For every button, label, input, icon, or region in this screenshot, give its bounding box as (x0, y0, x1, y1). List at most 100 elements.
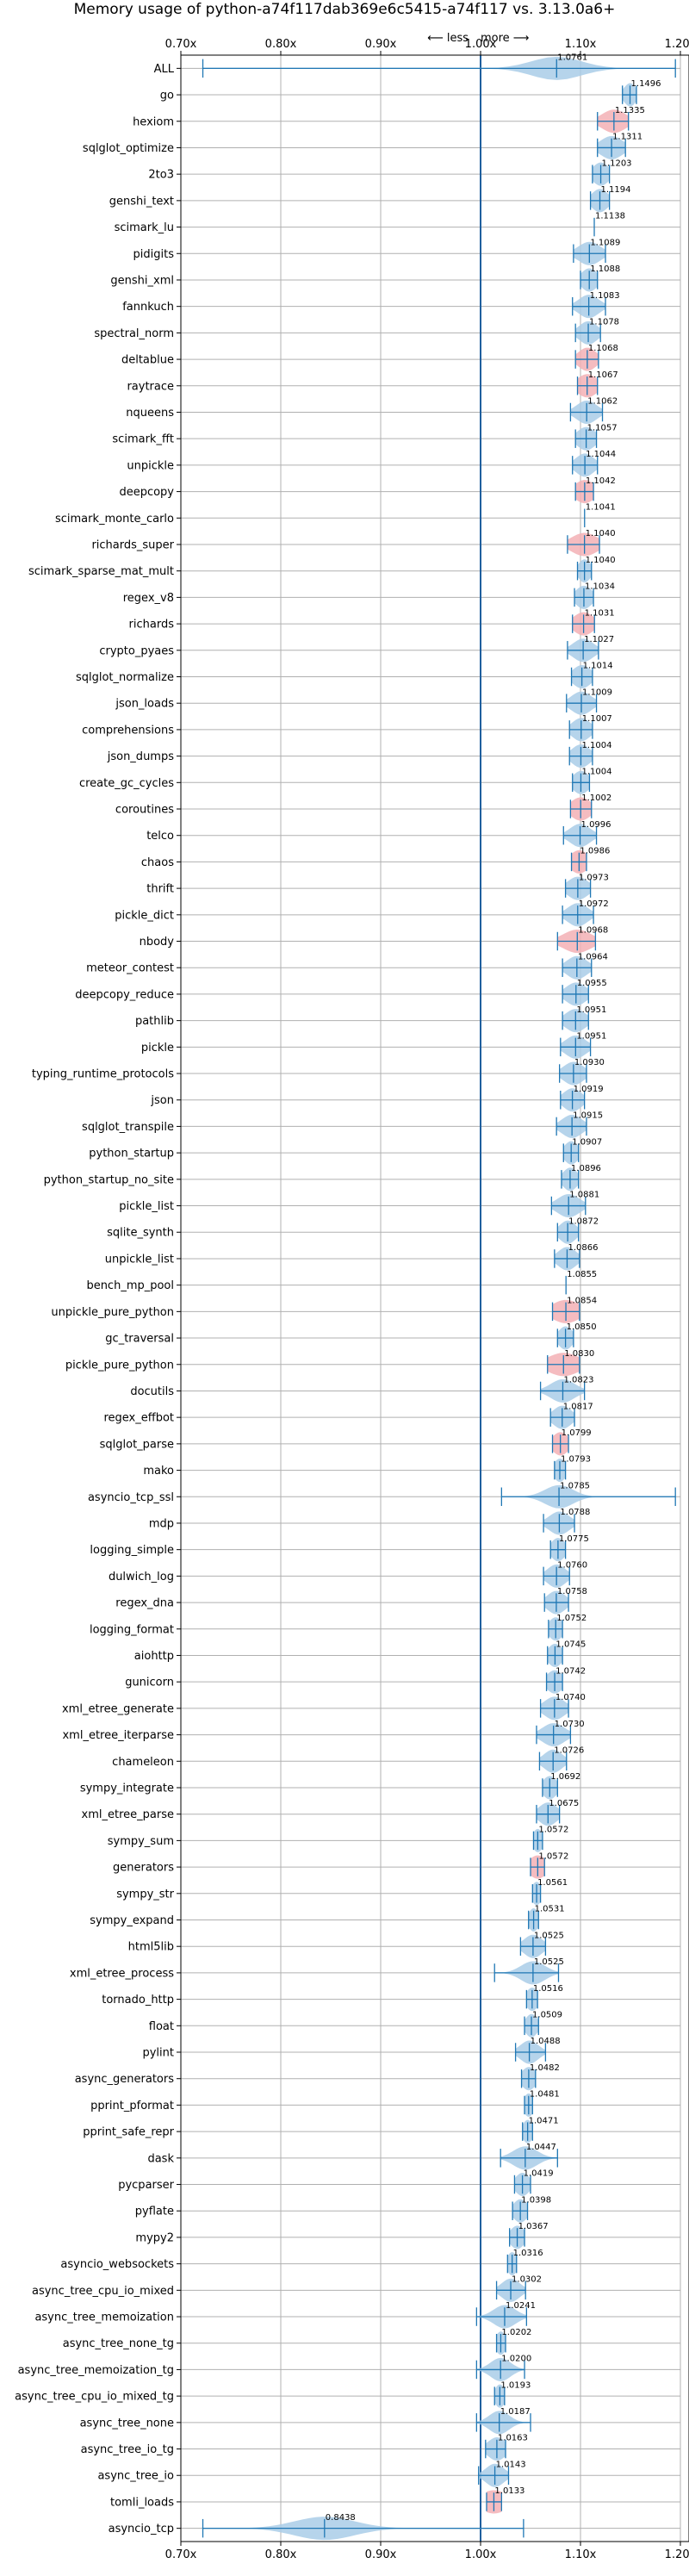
data-label: 1.0398 (521, 2195, 551, 2205)
violin-crypto_pyaes: 1.1027 (567, 635, 614, 663)
violin-sympy_str: 1.0561 (531, 1878, 568, 1906)
y-tick-label: meteor_contest (86, 962, 174, 975)
data-label: 1.0525 (534, 1957, 564, 1967)
data-label: 1.0986 (580, 847, 610, 856)
y-tick-label: 2to3 (148, 169, 174, 182)
y-tick-label: hexiom (133, 115, 174, 128)
x-tick-label-bottom: 1.00x (465, 2548, 497, 2561)
y-tick-label: generators (113, 1862, 174, 1875)
y-tick-label: pickle_pure_python (65, 1359, 174, 1372)
y-tick-label: aiohttp (134, 1650, 174, 1663)
data-label: 1.0241 (506, 2301, 536, 2311)
violin-coroutines: 1.1002 (569, 793, 611, 821)
violin-create_gc_cycles: 1.1004 (572, 767, 611, 794)
data-label: 1.0881 (569, 1191, 599, 1200)
data-label: 1.1194 (601, 185, 631, 195)
data-label: 1.1007 (582, 714, 612, 724)
violin-regex_effbot: 1.0817 (549, 1402, 593, 1429)
y-tick-label: async_tree_none_tg (63, 2337, 174, 2350)
data-label: 1.0525 (534, 1931, 564, 1940)
y-tick-label: chameleon (112, 1756, 174, 1769)
data-label: 1.0419 (524, 2169, 554, 2179)
y-tick-label: coroutines (115, 804, 174, 817)
y-tick-label: pycparser (118, 2179, 174, 2192)
x-tick-label-top: 1.10x (565, 38, 597, 51)
data-label: 1.1041 (586, 502, 616, 512)
data-label: 1.1203 (602, 159, 632, 168)
y-tick-label: tornado_http (102, 1994, 174, 2007)
y-tick-label: ALL (154, 63, 175, 76)
y-tick-label: sympy_sum (108, 1835, 174, 1848)
violin-comprehensions: 1.1007 (568, 714, 612, 742)
y-tick-label: pathlib (135, 1015, 174, 1028)
violin-sympy_sum: 1.0572 (532, 1826, 568, 1852)
y-tick-label: tomli_loads (110, 2496, 174, 2509)
violin-pickle_dict: 1.0972 (562, 899, 609, 927)
y-tick-label: async_tree_none (80, 2417, 174, 2430)
violin-scimark_lu: 1.1138 (593, 212, 625, 237)
data-label: 1.1078 (589, 318, 619, 327)
y-tick-label: sqlglot_transpile (82, 1121, 174, 1134)
data-label: 1.0531 (535, 1905, 565, 1914)
data-label: 1.1062 (587, 397, 618, 407)
data-label: 1.1044 (586, 450, 616, 459)
violin-sqlglot_optimize: 1.1311 (597, 133, 642, 159)
x-tick-label-top: 1.00x (465, 38, 497, 51)
x-tick-label-top: 1.20x (665, 38, 689, 51)
data-label: 1.0316 (513, 2249, 543, 2258)
y-tick-label: richards_super (91, 538, 174, 551)
y-tick-label: async_tree_io (97, 2470, 174, 2483)
violin-async_tree_io: 1.0143 (478, 2460, 526, 2487)
y-tick-label: async_tree_cpu_io_mixed_tg (15, 2391, 174, 2404)
data-label: 1.0447 (526, 2143, 556, 2152)
y-tick-label: go (160, 90, 174, 103)
violin-async_tree_io_tg: 1.0163 (485, 2434, 528, 2461)
data-label: 1.0823 (563, 1376, 593, 1385)
violin-pyflate: 1.0398 (512, 2195, 551, 2223)
violin-hexiom: 1.1335 (597, 106, 645, 134)
violin-regex_dna: 1.0758 (543, 1587, 587, 1615)
y-tick-label: unpickle (127, 459, 174, 472)
data-label: 1.1083 (590, 291, 620, 301)
y-tick-label: float (149, 2020, 174, 2033)
y-tick-label: deepcopy_reduce (75, 988, 174, 1001)
data-label: 1.0872 (568, 1216, 599, 1226)
y-tick-label: scimark_fft (112, 433, 174, 446)
violin-raytrace: 1.1067 (576, 370, 618, 398)
data-label: 1.0163 (498, 2434, 528, 2443)
violin-xml_etree_process: 1.0525 (493, 1957, 564, 1985)
violin-ALL: 1.0761 (202, 53, 676, 80)
data-label: 1.0788 (560, 1508, 590, 1517)
data-label: 1.1009 (582, 688, 612, 697)
y-tick-label: regex_dna (115, 1597, 174, 1610)
violin-genshi_xml: 1.1088 (580, 264, 620, 292)
data-label: 1.0482 (530, 2063, 560, 2073)
axes: 0.70x 0.70x 0.80x 0.80x 0.90x 0.90x 1.00x 1.00x… (15, 38, 689, 2561)
data-label: 1.1138 (595, 212, 625, 221)
violin-generators: 1.0572 (530, 1851, 568, 1879)
violin-pycparser: 1.0419 (513, 2169, 554, 2197)
data-label: 1.0740 (556, 1693, 586, 1702)
violin-pprint_safe_repr: 1.0471 (522, 2116, 559, 2144)
data-label: 1.0785 (560, 1481, 590, 1490)
violin-sqlglot_parse: 1.0799 (551, 1428, 592, 1456)
y-tick-label: dulwich_log (109, 1571, 174, 1584)
data-label: 1.1034 (585, 582, 615, 592)
violin-dulwich_log: 1.0760 (543, 1561, 587, 1588)
y-tick-label: pickle_dict (115, 909, 174, 922)
data-label: 1.1042 (586, 476, 616, 486)
data-label: 1.0302 (512, 2275, 542, 2285)
violin-scimark_fft: 1.1057 (574, 423, 618, 451)
y-tick-label: json_loads (115, 698, 174, 711)
chart-title: Memory usage of python-a74f117dab369e6c5… (74, 1, 616, 18)
violin-gunicorn: 1.0742 (545, 1666, 586, 1694)
y-tick-label: sqlglot_optimize (83, 142, 174, 155)
data-label: 1.0968 (578, 926, 608, 936)
data-label: 1.0516 (533, 1984, 563, 1994)
data-label: 1.0761 (557, 53, 587, 63)
violin-pickle: 1.0951 (560, 1032, 606, 1059)
violin-async_generators: 1.0482 (520, 2063, 560, 2091)
violin-json_dumps: 1.1004 (568, 741, 611, 768)
data-label: 1.0951 (576, 1005, 606, 1015)
data-label: 1.1067 (588, 370, 618, 380)
